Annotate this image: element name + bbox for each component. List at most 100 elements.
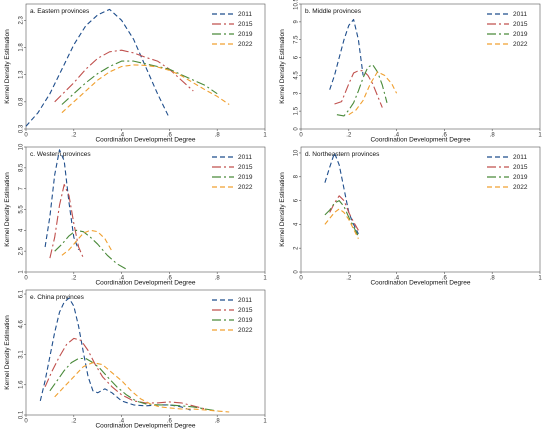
legend-label: 2015: [238, 21, 253, 28]
x-tick-label: .6: [442, 276, 448, 282]
y-tick-label: 9: [294, 20, 300, 24]
plot-frame: [25, 3, 266, 130]
legend-label: 2022: [513, 184, 528, 191]
legend-label: 2015: [238, 164, 253, 171]
x-tick-label: .8: [490, 276, 496, 282]
x-tick-label: 1: [263, 133, 267, 139]
y-tick-label: 7.5: [294, 35, 300, 44]
x-tick-label: .2: [346, 133, 352, 139]
y-tick-label: 4: [19, 228, 25, 232]
panel-china: e. China provinces 0 .2 .4 .6 .8 1 0.1 1.6 3.1 4.6…: [0, 286, 275, 431]
x-tick-label: .2: [346, 276, 352, 282]
legend-label: 2019: [513, 31, 528, 38]
x-axis-label: Coordination Development Degree: [95, 137, 195, 144]
series-line-2011: [25, 8, 170, 127]
y-tick-label: 0.8: [19, 97, 25, 106]
x-tick-label: 0: [299, 133, 303, 139]
series-line-2015: [334, 70, 383, 108]
y-tick-label: 6: [294, 198, 300, 202]
chart-title: e. China provinces: [30, 294, 85, 301]
y-tick-label: 3.1: [19, 350, 25, 359]
plot-frame: [300, 3, 541, 130]
legend-label: 2022: [238, 41, 253, 48]
series-line-2022: [61, 229, 113, 256]
legend-label: 2022: [513, 41, 528, 48]
chart-svg: a. Eastern provinces 0 .2 .4 .6 .8 1 0.3 0.8 1.3 1…: [4, 3, 267, 144]
x-tick-label: 1: [538, 276, 542, 282]
x-tick-label: 1: [538, 133, 542, 139]
x-tick-label: .2: [71, 276, 77, 282]
series-line-2011: [324, 152, 359, 235]
x-tick-label: .4: [119, 419, 125, 425]
legend-label: 2011: [513, 154, 527, 161]
x-tick-label: .6: [167, 276, 173, 282]
y-axis-label: Kernel Density Estimation: [279, 29, 286, 104]
series-line-2019: [54, 229, 127, 270]
x-tick-label: .6: [167, 419, 173, 425]
series-line-2019: [61, 60, 218, 105]
x-tick-label: 0: [24, 133, 28, 139]
y-tick-label: 7: [19, 186, 25, 190]
y-tick-label: 10: [294, 149, 300, 156]
plot-frame: [25, 146, 266, 273]
y-tick-label: 0.1: [19, 410, 25, 419]
y-tick-label: 4.6: [19, 319, 25, 328]
y-tick-label: 0: [294, 270, 300, 274]
chart-svg: b. Middle provinces 0 .2 .4 .6 .8 1 0 1.5 3 4.5 6 7.…: [279, 0, 542, 144]
series-line-2015: [49, 183, 84, 259]
series-line-2019: [49, 357, 218, 412]
y-axis-label: Kernel Density Estimation: [4, 172, 11, 247]
legend-label: 2019: [238, 174, 253, 181]
x-axis-label: Coordination Development Degree: [370, 137, 470, 144]
x-tick-label: .4: [394, 133, 400, 139]
plot-frame: [300, 146, 541, 273]
legend-label: 2015: [238, 307, 253, 314]
x-tick-label: .8: [215, 133, 221, 139]
y-tick-label: 6.1: [19, 289, 25, 298]
legend-label: 2011: [513, 11, 527, 18]
y-tick-label: 5.5: [19, 205, 25, 214]
x-tick-label: .8: [215, 419, 221, 425]
y-tick-label: 6: [294, 55, 300, 59]
x-axis-label: Coordination Development Degree: [95, 423, 195, 430]
y-tick-label: 0: [294, 127, 300, 131]
x-tick-label: .8: [215, 276, 221, 282]
x-tick-label: 0: [299, 276, 303, 282]
series-line-2011: [39, 297, 194, 412]
y-axis-label: Kernel Density Estimation: [4, 29, 11, 104]
series-line-2019: [336, 64, 388, 117]
series-line-2011: [44, 149, 80, 250]
x-tick-label: 0: [24, 276, 28, 282]
chart-svg: e. China provinces 0 .2 .4 .6 .8 1 0.1 1.6 3.1 4.6…: [4, 289, 267, 430]
plot-frame: [25, 289, 266, 416]
y-tick-label: 1.5: [294, 106, 300, 115]
legend-label: 2019: [513, 174, 528, 181]
y-tick-label: 1.8: [19, 43, 25, 52]
series-line-2022: [54, 362, 230, 413]
y-tick-label: 3: [294, 91, 300, 95]
x-tick-label: 1: [263, 276, 267, 282]
chart-svg: c. Western provinces 0 .2 .4 .6 .8 1 1 2.5 4 5.5 7 8…: [4, 143, 267, 286]
y-tick-label: 10: [19, 143, 25, 150]
series-line-2019: [324, 200, 359, 237]
x-tick-label: .4: [394, 276, 400, 282]
chart-title: b. Middle provinces: [305, 8, 362, 15]
x-tick-label: .4: [119, 276, 125, 282]
y-tick-label: 1.6: [19, 380, 25, 389]
panel-western: c. Western provinces 0 .2 .4 .6 .8 1 1 2.5 4 5.5 7 8…: [0, 143, 275, 286]
series-line-2022: [324, 208, 359, 239]
series-line-2015: [54, 49, 194, 103]
y-tick-label: 2: [294, 246, 300, 250]
x-tick-label: .6: [442, 133, 448, 139]
legend-label: 2019: [238, 31, 253, 38]
panel-northeastern: d. Northeastern provinces 0.2.4.6.8 1 0 2 4 6 8…: [275, 143, 550, 287]
y-tick-label: 10.5: [294, 0, 300, 10]
panel-eastern: a. Eastern provinces 0 .2 .4 .6 .8 1 0.3 0.8 1.3 1…: [0, 0, 275, 144]
y-axis-label: Kernel Density Estimation: [4, 315, 11, 390]
legend-label: 2019: [238, 317, 253, 324]
legend-label: 2015: [513, 164, 528, 171]
x-tick-label: .8: [490, 133, 496, 139]
y-tick-label: 2.3: [19, 15, 25, 24]
legend-label: 2011: [238, 11, 252, 18]
